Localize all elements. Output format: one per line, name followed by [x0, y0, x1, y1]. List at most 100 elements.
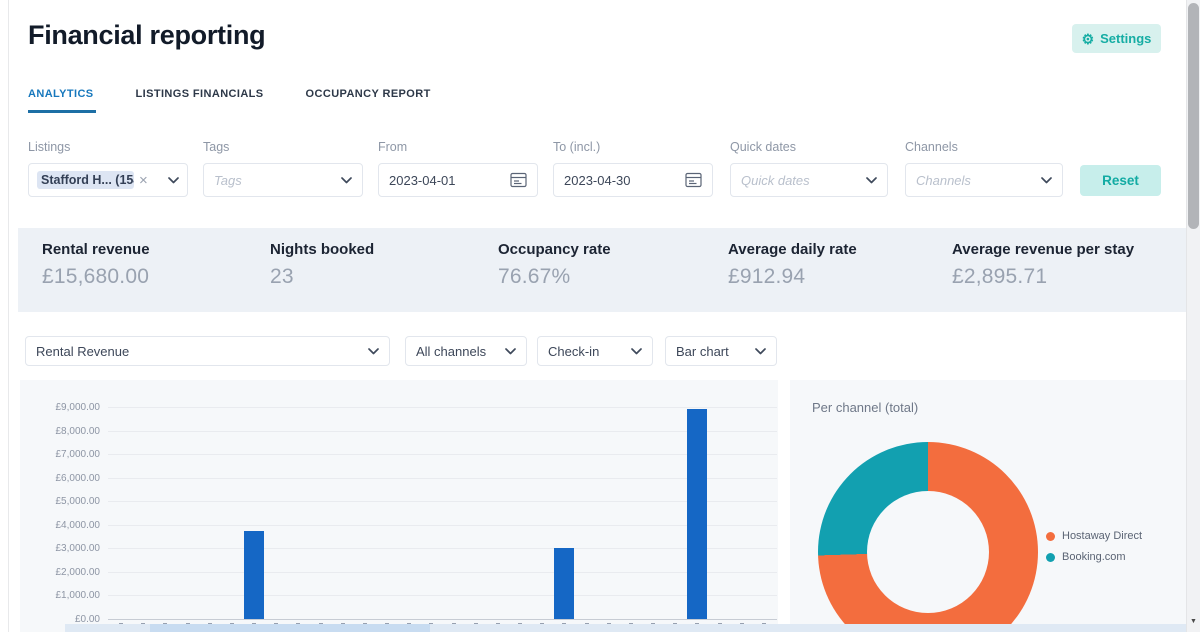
gridline: [108, 571, 777, 573]
listings-select[interactable]: Stafford H... (15435 ×: [28, 163, 188, 197]
listings-label: Listings: [28, 140, 71, 154]
stat-rental-revenue: Rental revenue £15,680.00: [42, 241, 150, 289]
channels-placeholder: Channels: [916, 172, 971, 188]
chevron-down-icon: [368, 347, 379, 355]
gear-icon: ⚙: [1081, 30, 1095, 47]
donut-chart-card: Per channel (total) Hostaway Direct Booki…: [790, 380, 1186, 632]
chevron-down-icon: [341, 176, 352, 184]
from-date-value: 2023-04-01: [389, 172, 456, 188]
selected-listing-chip: Stafford H... (15435: [37, 171, 134, 189]
remove-listing-icon[interactable]: ×: [139, 171, 148, 189]
stats-band: Rental revenue £15,680.00 Nights booked …: [18, 228, 1186, 312]
gridline: [108, 477, 777, 479]
gridline: [108, 501, 777, 503]
channels-select[interactable]: Channels: [905, 163, 1063, 197]
stat-label: Nights booked: [270, 241, 375, 258]
channel-filter-select[interactable]: All channels: [405, 336, 527, 366]
channel-filter-value: All channels: [416, 343, 487, 359]
bar-2023-04-07[interactable]: [244, 530, 265, 619]
stat-label: Average daily rate: [728, 241, 857, 258]
gridline: [108, 548, 777, 550]
bar-2023-04-27[interactable]: [687, 408, 708, 619]
to-date-input[interactable]: 2023-04-30: [553, 163, 713, 197]
metric-select[interactable]: Rental Revenue: [25, 336, 390, 366]
bar-chart-card: £9,000.00 £8,000.00 £7,000.00 £6,000.00 £5,0…: [20, 380, 778, 632]
legend-label: Hostaway Direct: [1062, 530, 1143, 542]
bar-2023-04-21[interactable]: [554, 548, 575, 619]
horizontal-scrollbar[interactable]: [65, 624, 1186, 632]
donut-chart-title: Per channel (total): [812, 400, 919, 415]
stat-value: £2,895.71: [952, 265, 1048, 288]
stat-average-daily-rate: Average daily rate £912.94: [728, 241, 857, 289]
y-axis-tick-label: £1,000.00: [55, 590, 101, 602]
vertical-scrollbar[interactable]: ▼: [1186, 0, 1200, 632]
horizontal-scrollbar-thumb[interactable]: [150, 624, 430, 632]
chevron-down-icon: [168, 176, 179, 184]
tab-occupancy-report[interactable]: OCCUPANCY REPORT: [305, 88, 431, 100]
gridline: [108, 524, 777, 526]
to-date-value: 2023-04-30: [564, 172, 631, 188]
legend-label: Booking.com: [1062, 551, 1126, 563]
date-basis-value: Check-in: [548, 343, 600, 359]
tags-select[interactable]: Tags: [203, 163, 363, 197]
chart-type-value: Bar chart: [676, 343, 729, 359]
quick-dates-select[interactable]: Quick dates: [730, 163, 888, 197]
settings-button-label: Settings: [1100, 31, 1152, 46]
chevron-down-icon: [631, 347, 642, 355]
legend-item[interactable]: Booking.com: [1046, 551, 1142, 563]
y-axis-tick-label: £0.00: [74, 614, 100, 625]
calendar-icon[interactable]: [510, 172, 527, 188]
gridline: [108, 454, 777, 456]
channels-label: Channels: [905, 140, 958, 154]
legend-item[interactable]: Hostaway Direct: [1046, 530, 1142, 542]
gridline: [108, 430, 777, 432]
y-axis-tick-label: £3,000.00: [55, 543, 101, 555]
scroll-down-arrow-icon[interactable]: ▼: [1190, 618, 1197, 625]
tab-listings-financials[interactable]: LISTINGS FINANCIALS: [135, 88, 264, 100]
tags-label: Tags: [203, 140, 230, 154]
y-axis-tick-label: £6,000.00: [55, 472, 101, 484]
chevron-down-icon: [755, 347, 766, 355]
donut-chart: [818, 442, 1038, 632]
legend-dot-icon: [1046, 531, 1055, 541]
metric-select-value: Rental Revenue: [36, 343, 130, 359]
to-label: To (incl.): [553, 140, 601, 154]
y-axis-tick-label: £9,000.00: [55, 402, 101, 413]
legend-dot-icon: [1046, 552, 1055, 562]
stat-label: Average revenue per stay: [952, 241, 1135, 258]
chevron-down-icon: [1041, 176, 1052, 184]
from-date-input[interactable]: 2023-04-01: [378, 163, 538, 197]
y-axis-tick-label: £2,000.00: [55, 566, 101, 578]
stat-nights-booked: Nights booked 23: [270, 241, 374, 289]
stat-occupancy-rate: Occupancy rate 76.67%: [498, 241, 611, 289]
reset-button[interactable]: Reset: [1080, 165, 1161, 196]
page-title: Financial reporting: [28, 20, 266, 50]
chart-legend: Hostaway Direct Booking.com: [1046, 530, 1142, 563]
y-axis-tick-label: £8,000.00: [55, 425, 101, 437]
tab-analytics[interactable]: ANALYTICS: [28, 88, 96, 113]
gridline: [108, 407, 777, 408]
tags-placeholder: Tags: [214, 172, 242, 188]
stat-value: £912.94: [728, 265, 806, 288]
stat-value: £15,680.00: [42, 265, 150, 288]
stat-average-revenue-per-stay: Average revenue per stay £2,895.71: [952, 241, 1134, 289]
quick-dates-placeholder: Quick dates: [741, 172, 810, 188]
donut-hole: [867, 491, 989, 613]
y-axis-tick-label: £7,000.00: [55, 449, 101, 461]
calendar-icon[interactable]: [685, 172, 702, 188]
date-basis-select[interactable]: Check-in: [537, 336, 653, 366]
stat-label: Rental revenue: [42, 241, 150, 258]
gridline: [108, 595, 777, 597]
from-label: From: [378, 140, 408, 154]
stat-value: 76.67%: [498, 265, 571, 288]
settings-button[interactable]: ⚙ Settings: [1072, 24, 1161, 53]
chart-type-select[interactable]: Bar chart: [665, 336, 777, 366]
vertical-scrollbar-thumb[interactable]: [1188, 3, 1199, 229]
tab-bar: ANALYTICS LISTINGS FINANCIALS OCCUPANCY …: [28, 88, 433, 113]
stat-value: 23: [270, 265, 294, 288]
window-left-edge: [8, 0, 9, 632]
y-axis-tick-label: £4,000.00: [55, 519, 101, 531]
quick-dates-label: Quick dates: [730, 140, 797, 154]
chevron-down-icon: [866, 176, 877, 184]
stat-label: Occupancy rate: [498, 241, 611, 258]
